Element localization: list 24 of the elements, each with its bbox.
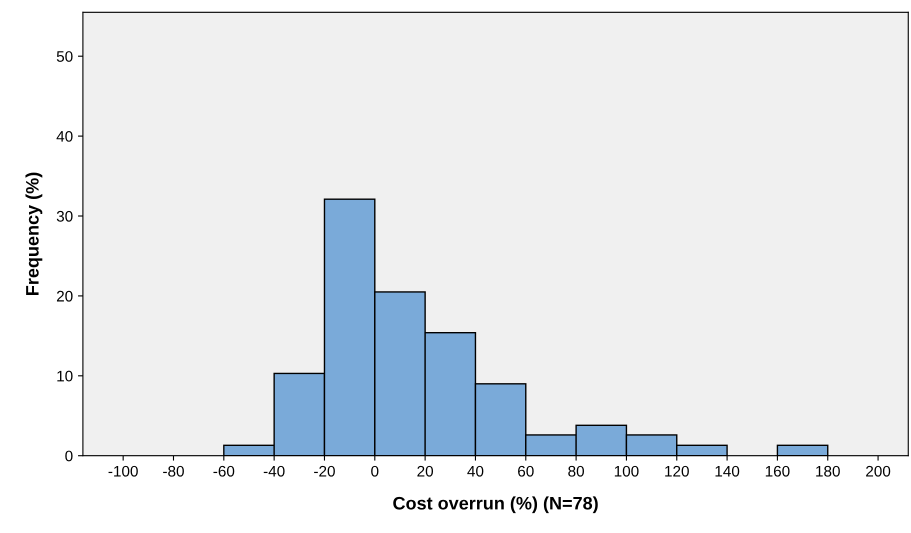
y-tick-label: 20	[56, 290, 73, 302]
x-tick-label: 20	[417, 466, 434, 477]
x-tick-label: 60	[518, 466, 534, 477]
x-tick-label: -60	[213, 466, 234, 477]
y-tick-label: 40	[56, 130, 73, 142]
x-tick-label: 200	[866, 466, 890, 477]
x-tick-label: -100	[108, 466, 138, 477]
x-tick-label: 140	[716, 466, 740, 477]
y-axis-title: Frequency (%)	[25, 172, 42, 295]
x-axis-title: Cost overrun (%) (N=78)	[393, 496, 598, 514]
y-tick-label: 30	[56, 210, 73, 222]
x-tick-label: 180	[816, 466, 840, 477]
y-tick-label: 10	[57, 370, 73, 382]
x-tick-label: 100	[614, 466, 639, 477]
x-tick-label: 0	[371, 466, 378, 477]
x-tick-label: -40	[264, 466, 285, 477]
x-tick-label: 120	[665, 466, 689, 477]
x-tick-label: -80	[163, 466, 184, 477]
y-tick-label: 0	[65, 450, 73, 462]
x-tick-label: 80	[568, 466, 584, 477]
y-tick-label: 50	[56, 51, 73, 62]
x-tick-label: -20	[314, 466, 335, 477]
x-tick-label: 40	[467, 466, 484, 477]
x-tick-label: 160	[766, 466, 790, 477]
